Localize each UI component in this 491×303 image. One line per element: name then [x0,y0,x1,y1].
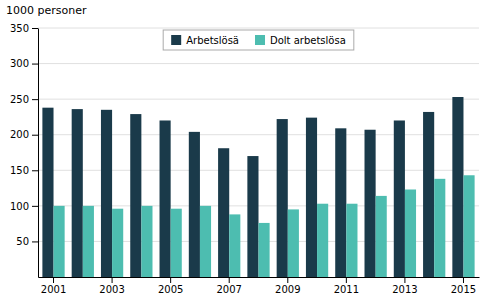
bar [335,128,346,277]
y-tick-label: 350 [10,23,29,34]
x-tick: 2007 [216,277,241,295]
bar [54,206,65,277]
chart: 2001 2003 2005 2007 2009 2011 2013 2015 50 100 150… [0,0,491,303]
bar [141,206,152,277]
bar [376,196,387,277]
bar [365,130,376,277]
x-tick: 2013 [392,277,417,295]
bar [306,118,317,277]
legend-label: Dolt arbetslösa [270,35,346,46]
x-tick-label: 2013 [392,284,417,295]
x-tick: 2011 [334,277,359,295]
bar [72,109,83,277]
y-tick: 350 [10,23,38,34]
bar [277,119,288,277]
y-tick: 100 [10,201,38,212]
bar [189,132,200,277]
y-tick-mark [32,241,38,242]
y-tick-mark [32,28,38,29]
y-tick-label: 150 [10,165,29,176]
y-tick-label: 300 [10,58,29,69]
y-tick-label: 250 [10,94,29,105]
x-tick-mark [404,277,405,283]
y-axis-line [38,29,39,278]
bar [130,114,141,277]
bar [200,206,211,277]
bar [288,209,299,277]
bar [259,223,270,277]
x-tick-label: 2001 [41,284,66,295]
legend-swatch [171,35,181,45]
y-tick-mark [32,99,38,100]
y-axis-label: 1000 personer [6,4,87,17]
y-tick-label: 100 [10,201,29,212]
x-axis: 2001 2003 2005 2007 2009 2011 2013 2015 [39,277,480,295]
bar [42,108,53,277]
grid-line [38,63,479,64]
x-tick: 2009 [275,277,300,295]
x-tick-mark [53,277,54,283]
y-tick-label: 50 [16,236,29,247]
bars [42,97,474,277]
bar [112,209,123,277]
y-tick: 200 [10,129,38,140]
legend-label: Arbetslösä [186,35,239,46]
x-tick: 2015 [451,277,476,295]
y-axis: 50 100 150 200 250 300 350 [10,23,39,278]
legend-item: Arbetslösä [171,35,239,46]
x-tick: 2001 [41,277,66,295]
bar [218,148,229,277]
bar [452,97,463,277]
y-tick: 50 [16,236,38,247]
x-tick-mark [287,277,288,283]
bar [171,209,182,277]
x-tick-mark [170,277,171,283]
x-tick-mark [463,277,464,283]
y-tick-mark [32,170,38,171]
grid-line [38,28,479,29]
bar [434,179,445,277]
bar-series [54,175,475,277]
legend-swatch [255,35,265,45]
x-tick-label: 2003 [99,284,124,295]
plot: 2001 2003 2005 2007 2009 2011 2013 2015 50 100 150… [10,23,480,295]
x-tick: 2003 [99,277,124,295]
bar [247,156,258,277]
bar-series [42,97,463,277]
bar [394,120,405,277]
bar [463,175,474,277]
bar [83,206,94,277]
x-tick-label: 2009 [275,284,300,295]
bar [405,189,416,277]
y-tick: 250 [10,94,38,105]
legend-item: Dolt arbetslösa [255,35,346,46]
y-tick-mark [32,206,38,207]
bar [160,120,171,277]
y-tick: 150 [10,165,38,176]
bar [317,204,328,277]
x-tick-mark [346,277,347,283]
y-tick: 300 [10,58,38,69]
x-tick-label: 2007 [216,284,241,295]
y-tick-mark [32,135,38,136]
legend-frame [163,30,354,50]
x-tick-mark [112,277,113,283]
x-tick-label: 2015 [451,284,476,295]
x-tick-mark [229,277,230,283]
x-tick-label: 2005 [158,284,183,295]
y-tick-mark [32,64,38,65]
x-tick-label: 2011 [334,284,359,295]
x-axis-line [39,277,480,278]
legend: Arbetslösä Dolt arbetslösa [163,30,354,50]
x-tick: 2005 [158,277,183,295]
grid-line [38,99,479,100]
bar [346,204,357,277]
y-tick-label: 200 [10,129,29,140]
bar [101,110,112,277]
bar [229,214,240,277]
bar [423,112,434,277]
